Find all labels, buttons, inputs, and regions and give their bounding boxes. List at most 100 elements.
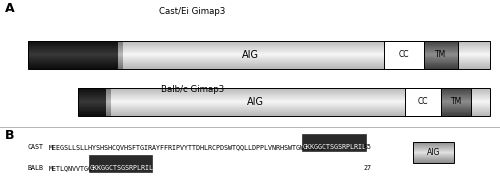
Bar <box>78 106 106 107</box>
Bar <box>78 99 490 100</box>
Bar <box>78 115 490 116</box>
Bar <box>28 43 118 44</box>
Bar <box>424 62 458 63</box>
Bar <box>118 55 123 56</box>
Bar <box>424 49 458 50</box>
Bar <box>442 107 471 108</box>
Bar <box>106 98 110 99</box>
Bar <box>28 59 118 60</box>
Bar <box>78 102 490 103</box>
Bar <box>424 67 458 68</box>
Bar <box>424 52 458 53</box>
Bar <box>28 59 490 60</box>
Text: GKKGGCTSGSRPLRILL: GKKGGCTSGSRPLRILL <box>302 144 370 150</box>
Bar <box>424 50 458 51</box>
Bar <box>78 104 490 105</box>
Bar <box>106 111 110 112</box>
Bar <box>28 61 490 62</box>
Bar <box>28 52 118 53</box>
Bar <box>28 53 490 54</box>
Bar <box>413 146 454 147</box>
Bar <box>424 47 458 48</box>
Bar <box>78 93 490 94</box>
Bar <box>78 111 106 112</box>
Bar <box>28 46 118 47</box>
Bar <box>28 63 118 64</box>
Bar <box>78 111 490 112</box>
Bar <box>89 155 152 172</box>
Bar <box>78 101 106 102</box>
Bar <box>78 98 106 99</box>
Text: 27: 27 <box>364 165 372 171</box>
Bar <box>78 113 106 114</box>
Bar <box>28 48 490 49</box>
Bar <box>413 160 454 161</box>
Bar <box>413 156 454 157</box>
Bar <box>78 109 106 110</box>
Bar <box>424 64 458 65</box>
Bar <box>78 104 106 105</box>
Bar <box>78 92 490 93</box>
Bar <box>118 49 123 50</box>
Bar <box>442 112 471 113</box>
Bar <box>118 52 123 53</box>
Text: CAST: CAST <box>28 144 44 150</box>
Bar <box>28 54 118 55</box>
Bar <box>424 46 458 47</box>
Bar <box>78 103 490 104</box>
Bar <box>442 98 471 99</box>
Bar <box>118 54 123 55</box>
Bar <box>28 50 118 51</box>
Bar <box>28 55 490 56</box>
Bar <box>118 41 123 42</box>
Text: METLQNVVTGG: METLQNVVTGG <box>49 165 93 171</box>
Bar <box>442 114 471 115</box>
Bar <box>28 60 490 61</box>
Bar <box>424 60 458 61</box>
Bar <box>78 96 106 97</box>
Bar <box>442 106 471 107</box>
Bar <box>106 96 110 97</box>
Bar <box>118 42 123 43</box>
Bar <box>78 107 490 108</box>
Bar <box>442 97 471 98</box>
Bar <box>28 41 490 69</box>
Bar <box>78 103 106 104</box>
Bar <box>106 107 110 108</box>
Bar <box>442 91 471 92</box>
Text: AIG: AIG <box>246 97 264 107</box>
Bar <box>78 110 490 111</box>
Bar <box>28 45 118 46</box>
Bar <box>78 112 490 113</box>
Bar <box>413 152 454 153</box>
Bar <box>78 105 490 106</box>
Bar <box>413 142 454 163</box>
Bar <box>106 92 110 93</box>
Bar <box>118 59 123 60</box>
Bar <box>442 108 471 109</box>
Bar <box>106 101 110 102</box>
Bar <box>78 99 106 100</box>
Bar <box>78 89 490 90</box>
Bar <box>413 157 454 158</box>
Bar <box>118 45 123 46</box>
Bar <box>78 94 490 95</box>
Bar <box>28 64 118 65</box>
Bar <box>28 63 490 64</box>
Bar <box>78 108 106 109</box>
Bar <box>106 104 110 105</box>
Bar <box>118 44 123 45</box>
Bar <box>404 88 442 116</box>
Bar <box>106 88 110 89</box>
Bar <box>424 51 458 52</box>
Bar <box>78 89 106 90</box>
Bar <box>28 62 118 63</box>
Bar <box>106 110 110 111</box>
Bar <box>424 45 458 46</box>
Bar <box>28 66 118 67</box>
Bar <box>442 99 471 100</box>
Bar <box>442 109 471 110</box>
Bar <box>78 106 490 107</box>
Bar <box>78 97 490 98</box>
Bar <box>78 95 106 96</box>
